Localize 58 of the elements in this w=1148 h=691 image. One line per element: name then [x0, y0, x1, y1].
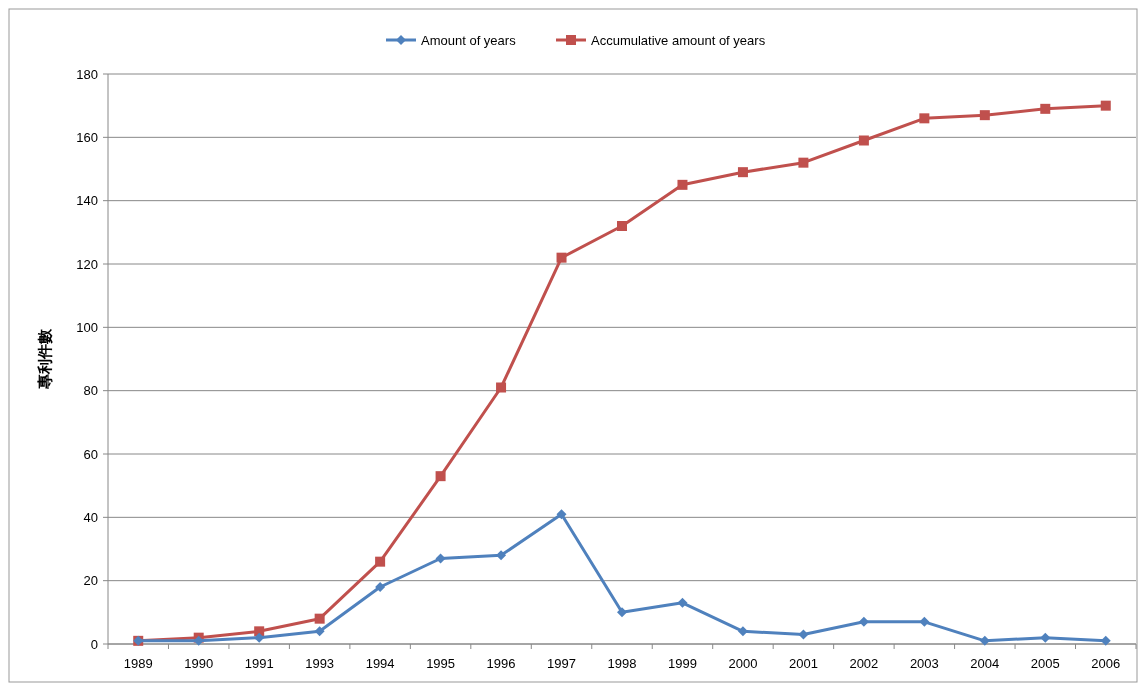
y-tick-label: 80	[83, 383, 98, 399]
point	[496, 382, 507, 393]
x-tick-label: 2005	[1030, 656, 1060, 671]
y-tick-label: 20	[83, 573, 98, 589]
x-tick-label: 1996	[486, 656, 516, 671]
x-tick-label: 1994	[365, 656, 395, 671]
point	[737, 167, 748, 178]
x-tick-label: 2002	[849, 656, 879, 671]
point	[979, 110, 990, 121]
y-tick-label: 180	[76, 66, 98, 82]
point	[677, 597, 688, 608]
point	[677, 179, 688, 190]
point	[556, 252, 567, 263]
point	[496, 550, 507, 561]
point	[617, 607, 627, 618]
point	[435, 553, 446, 564]
y-tick-label: 60	[83, 446, 98, 462]
x-tick-label: 1991	[244, 656, 274, 671]
point	[556, 509, 567, 520]
x-tick-label: 2004	[970, 656, 1000, 671]
x-tick-label: 2003	[909, 656, 939, 671]
y-tick-label: 120	[76, 256, 98, 272]
x-tick-label: 1997	[547, 656, 576, 671]
y-tick-label: 40	[83, 509, 98, 525]
point	[314, 613, 325, 624]
x-tick-label: 1993	[305, 656, 335, 671]
point	[375, 582, 386, 592]
x-tick-label: 2006	[1091, 656, 1121, 671]
point	[375, 556, 386, 567]
x-tick-label: 1989	[123, 656, 153, 671]
y-axis-title: 專利件數	[36, 328, 54, 390]
x-tick-label: 2000	[728, 656, 758, 671]
point	[919, 616, 930, 627]
legend-label: Amount of years	[421, 32, 517, 48]
point	[1100, 100, 1111, 111]
x-tick-label: 1998	[607, 656, 637, 671]
point	[737, 626, 748, 637]
point	[1040, 632, 1051, 643]
point	[314, 626, 325, 637]
point	[1040, 103, 1051, 114]
x-tick-label: 1999	[668, 656, 697, 671]
y-tick-label: 0	[90, 636, 98, 652]
x-tick-label: 2001	[788, 656, 818, 671]
legend-label: Accumulative amount of years	[591, 32, 766, 48]
y-tick-label: 160	[76, 129, 98, 145]
point	[617, 221, 627, 231]
point	[798, 629, 809, 640]
y-tick-label: 140	[76, 193, 98, 209]
point	[979, 635, 990, 646]
point	[858, 616, 869, 627]
point	[919, 113, 930, 124]
x-tick-label: 1990	[184, 656, 214, 671]
point	[798, 157, 809, 168]
point	[858, 135, 869, 146]
y-tick-label: 100	[76, 319, 98, 335]
point	[254, 632, 265, 643]
point	[435, 471, 446, 482]
x-tick-label: 1995	[426, 656, 456, 671]
